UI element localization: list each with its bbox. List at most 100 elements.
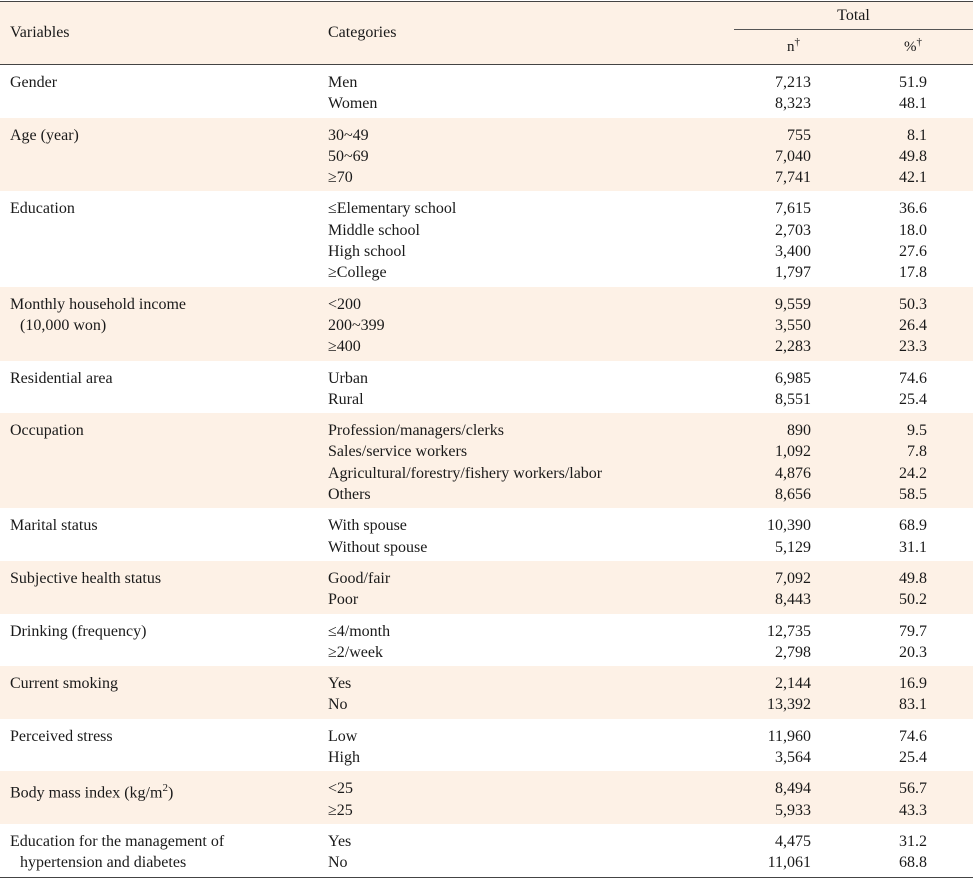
percent-value: 74.6	[899, 369, 927, 387]
table-row: Education for the management of hypertens…	[0, 824, 973, 877]
percent-value: 48.1	[899, 95, 927, 113]
variable-label: Marital status	[10, 517, 98, 535]
table-group: Gender Men Women 7,213 8,323 51.9 48.1	[0, 65, 973, 118]
percent-value: 23.3	[899, 338, 927, 356]
variable-cell: Perceived stress	[0, 719, 318, 772]
category-cell: 30~49 50~69 ≥70	[318, 117, 734, 192]
count-value: 8,551	[775, 390, 811, 408]
count-cell: 9,559 3,550 2,283	[734, 286, 853, 361]
category-label: ≥400	[328, 338, 361, 356]
variable-cell: Marital status	[0, 508, 318, 561]
variable-cell: Education	[0, 191, 318, 286]
count-value: 8,656	[775, 486, 811, 504]
count-value: 8,323	[775, 95, 811, 113]
percent-value: 31.2	[899, 832, 927, 850]
category-label: Without spouse	[328, 538, 428, 556]
table-group: Residential area Urban Rural 6,985 8,551 74.6…	[0, 361, 973, 414]
table-group: Education ≤Elementary school Middle school…	[0, 191, 973, 286]
category-label: Others	[328, 486, 371, 504]
percent-value: 9.5	[907, 422, 927, 440]
variable-label: Body mass index (kg/m2)	[10, 778, 318, 804]
percent-cell: 74.6 25.4	[853, 361, 973, 414]
percent-value: 16.9	[899, 675, 927, 693]
percent-value: 25.4	[899, 749, 927, 767]
count-cell: 890 1,092 4,876 8,656	[734, 413, 853, 509]
category-label: Men	[328, 74, 358, 91]
table-group: Perceived stress Low High 11,960 3,564 74.6 25…	[0, 719, 973, 772]
category-label: <200	[328, 295, 362, 313]
table-row: Occupation Profession/managers/clerks Sale…	[0, 413, 973, 509]
table-group: Occupation Profession/managers/clerks Sale…	[0, 413, 973, 509]
percent-value: 56.7	[899, 780, 927, 798]
count-value: 10,390	[767, 517, 811, 535]
count-value: 7,040	[775, 147, 811, 165]
variable-label: Residential area	[10, 369, 113, 387]
count-value: 2,798	[775, 643, 811, 661]
category-label: 50~69	[328, 147, 369, 165]
header-categories: Categories	[318, 1, 734, 65]
percent-value: 49.8	[899, 569, 927, 587]
percent-value: 43.3	[899, 801, 927, 819]
variable-label: Education for the management of	[10, 832, 225, 850]
percent-value: 7.8	[907, 443, 927, 461]
percent-value: 50.3	[899, 295, 927, 313]
count-cell: 4,475 11,061	[734, 824, 853, 877]
count-cell: 8,494 5,933	[734, 771, 853, 824]
count-value: 11,061	[767, 854, 811, 872]
percent-value: 27.6	[899, 243, 927, 261]
category-cell: Good/fair Poor	[318, 560, 734, 614]
table-row: Gender Men Women 7,213 8,323 51.9 48.1	[0, 65, 973, 118]
percent-value: 18.0	[899, 221, 927, 239]
percent-cell: 36.6 18.0 27.6 17.8	[853, 191, 973, 286]
table-group: Education for the management of hypertens…	[0, 824, 973, 877]
category-label: 200~399	[328, 316, 385, 334]
category-cell: ≤Elementary school Middle school High scho…	[318, 191, 734, 286]
variable-cell: Subjective health status	[0, 560, 318, 614]
header-n-label: n	[787, 39, 795, 55]
table-row: Drinking (frequency) ≤4/month ≥2/week 12,73…	[0, 614, 973, 667]
count-value: 7,092	[775, 569, 811, 587]
count-value: 8,494	[775, 780, 811, 798]
count-value: 12,735	[767, 622, 811, 640]
category-cell: Urban Rural	[318, 361, 734, 414]
table-header: Variables Categories Total n† %†	[0, 1, 973, 65]
category-label: 30~49	[328, 126, 369, 144]
count-value: 1,797	[775, 264, 811, 282]
count-value: 2,283	[775, 338, 811, 356]
count-value: 890	[787, 422, 811, 440]
variable-label: Gender	[10, 74, 58, 91]
table-group: Age (year) 30~49 50~69 ≥70 755 7,040 7,741 8.1 4…	[0, 117, 973, 192]
percent-value: 74.6	[899, 727, 927, 745]
category-cell: ≤4/month ≥2/week	[318, 614, 734, 667]
percent-cell: 74.6 25.4	[853, 719, 973, 772]
category-label: High	[328, 749, 360, 767]
variable-label: Drinking (frequency)	[10, 622, 147, 640]
percent-cell: 79.7 20.3	[853, 614, 973, 667]
category-label: ≤4/month	[328, 622, 391, 640]
percent-cell: 31.2 68.8	[853, 824, 973, 877]
table-row: Current smoking Yes No 2,144 13,392 16.9 83.1	[0, 666, 973, 719]
variable-label: (10,000 won)	[20, 316, 107, 334]
variable-label-close: )	[167, 784, 174, 802]
header-pct: %†	[853, 29, 973, 65]
table-group: Drinking (frequency) ≤4/month ≥2/week 12,73…	[0, 614, 973, 667]
count-value: 2,703	[775, 221, 811, 239]
category-label: Yes	[328, 675, 352, 693]
percent-value: 79.7	[899, 622, 927, 640]
percent-value: 26.4	[899, 316, 927, 334]
table-row: Marital status With spouse Without spouse 1…	[0, 508, 973, 561]
count-cell: 755 7,040 7,741	[734, 117, 853, 192]
category-label: Rural	[328, 390, 364, 408]
count-cell: 2,144 13,392	[734, 666, 853, 719]
category-label: Low	[328, 727, 358, 745]
category-cell: Men Women	[318, 65, 734, 118]
category-label: Profession/managers/clerks	[328, 422, 504, 440]
variable-label: Perceived stress	[10, 727, 113, 745]
percent-value: 83.1	[899, 696, 927, 714]
category-cell: Profession/managers/clerks Sales/service …	[318, 413, 734, 509]
count-value: 8,443	[775, 591, 811, 609]
count-value: 1,092	[775, 443, 811, 461]
table-row: Subjective health status Good/fair Poor 7,0…	[0, 560, 973, 614]
